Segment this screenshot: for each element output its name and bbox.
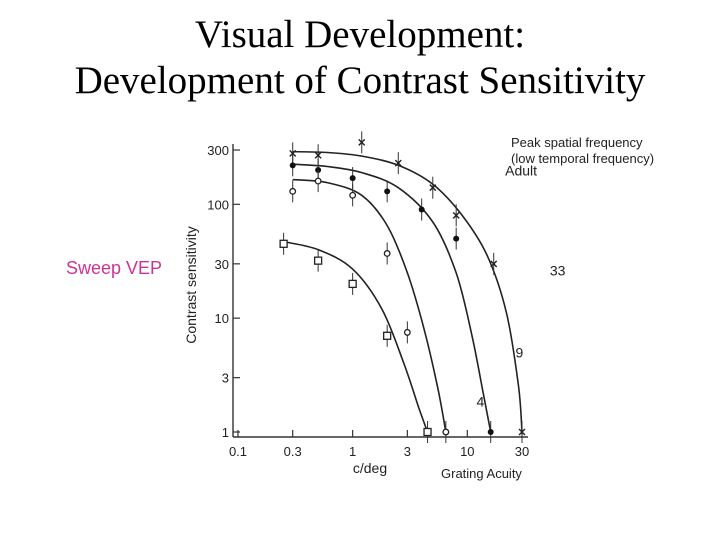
y-tick-label: 1 [222,425,229,440]
curve-label: 9 [515,344,523,360]
data-point [383,331,392,340]
peak-note-line-1: Peak spatial frequency [511,135,643,150]
data-point [383,250,391,257]
data-point [314,177,322,185]
y-tick-label: 30 [215,257,229,272]
data-point [315,167,322,174]
data-point [453,235,460,242]
data-point [394,159,402,167]
y-tick-label: 3 [222,371,229,386]
data-point [429,184,437,192]
x-tick-label: 0.3 [284,444,302,459]
x-tick-label: 0.1 [229,444,247,459]
grating-acuity-note: Grating Acuity [441,466,522,481]
y-tick-label: 300 [207,143,229,158]
peak-spatial-frequency-note: Peak spatial frequency (low temporal fre… [511,135,654,167]
y-tick-label: 10 [215,311,229,326]
data-point [442,428,450,436]
sweep-vep-label: Sweep VEP [66,258,163,278]
data-point [348,279,357,289]
fit-curve [292,178,447,433]
data-point [289,187,297,195]
title-line-2: Development of Contrast Sensitivity [74,59,646,102]
fit-curve [292,150,523,433]
peak-note-line-2: (low temporal frequency) [511,151,655,166]
x-tick-label: 10 [460,444,474,459]
x-tick-label: 3 [404,444,411,459]
data-point [349,175,356,182]
data-point [418,206,425,213]
slide-title: Visual Development: Development of Contr… [0,12,720,104]
data-point [487,429,494,435]
data-point [518,428,526,436]
data-point [279,239,288,248]
data-point [349,191,357,199]
data-point [314,151,322,159]
data-point [313,256,323,265]
fit-curve [283,240,429,433]
x-tick-label: 30 [515,444,529,459]
x-tick-label: 1 [349,444,356,459]
x-axis-label: c/deg [353,460,387,476]
data-point [490,260,498,268]
data-point [289,162,296,169]
curve-label: 4 [476,394,484,410]
title-line-1: Visual Development: [194,13,526,56]
curve-label: Adult [505,162,537,178]
y-tick-label: 100 [207,197,229,212]
data-point [289,149,297,157]
fit-curve [292,163,492,433]
data-point [384,188,391,195]
data-point [358,138,366,146]
data-point [423,427,432,437]
y-axis-label: Contrast sensitivity [183,226,199,343]
curve-label: 33 [550,262,566,278]
data-point [452,211,460,219]
data-point [403,328,411,336]
